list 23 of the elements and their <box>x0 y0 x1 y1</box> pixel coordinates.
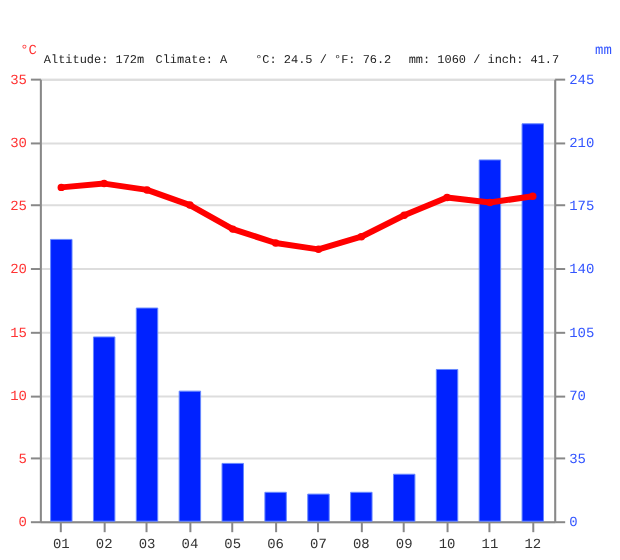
point <box>57 183 66 192</box>
point <box>271 239 280 247</box>
bar <box>435 368 459 522</box>
bar <box>521 123 544 522</box>
bar <box>350 491 373 522</box>
bar <box>178 390 202 522</box>
point <box>443 193 451 202</box>
bar <box>392 473 416 522</box>
point <box>186 201 194 209</box>
bar <box>50 238 73 522</box>
bar <box>135 307 159 522</box>
bar <box>478 159 502 522</box>
bar <box>307 493 330 522</box>
bar <box>92 336 116 522</box>
point <box>143 186 151 194</box>
bar <box>264 491 287 522</box>
point <box>400 211 408 219</box>
point <box>529 192 537 200</box>
bar <box>221 462 244 522</box>
point <box>357 232 366 241</box>
point <box>314 245 323 254</box>
point <box>229 225 237 233</box>
point <box>100 179 108 188</box>
